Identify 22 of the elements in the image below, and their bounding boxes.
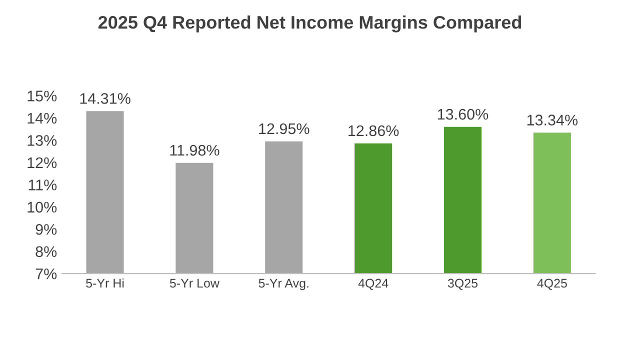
- data-label: 11.98%: [170, 144, 220, 156]
- x-tick-label: 5-Yr Low: [170, 278, 220, 288]
- x-tick-label: 5-Yr Hi: [86, 278, 124, 288]
- y-tick-label: 9%: [36, 224, 57, 235]
- data-label: 12.95%: [259, 123, 310, 134]
- x-tick-label: 4Q24: [358, 278, 388, 290]
- chart-title: 2025 Q4 Reported Net Income Margins Compared: [98, 15, 522, 32]
- data-label: 12.86%: [348, 125, 399, 136]
- y-tick-label: 7%: [36, 268, 57, 280]
- data-label: 13.60%: [438, 108, 488, 120]
- data-label: 14.31%: [80, 93, 130, 104]
- x-tick-label: 3Q25: [448, 278, 478, 290]
- y-tick-label: 14%: [28, 112, 57, 124]
- y-tick-label: 12%: [28, 157, 57, 168]
- x-tick-label: 5-Yr Avg.: [258, 278, 308, 290]
- y-tick-label: 8%: [36, 246, 57, 258]
- y-tick-label: 11%: [28, 180, 57, 190]
- x-tick-label: 4Q25: [537, 278, 567, 290]
- y-tick-label: 15%: [28, 90, 57, 102]
- y-tick-label: 13%: [28, 135, 57, 146]
- data-label: 13.34%: [527, 114, 578, 126]
- y-tick-label: 10%: [28, 202, 57, 213]
